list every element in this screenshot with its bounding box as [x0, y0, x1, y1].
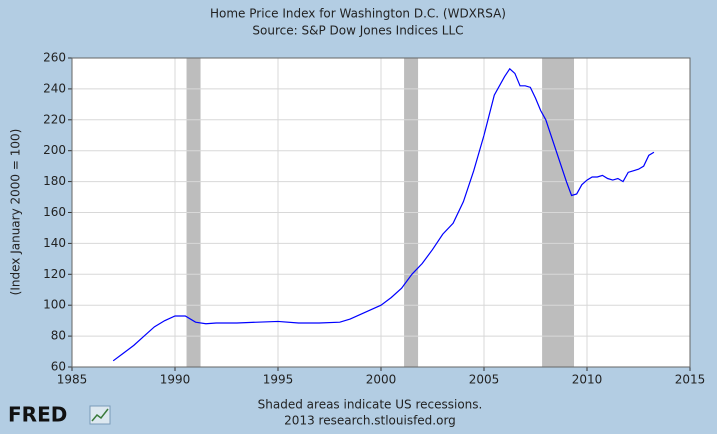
logo-icon-line	[91, 408, 109, 422]
y-axis-label: (Index January 2000 = 100)	[9, 129, 23, 296]
y-tick-label: 100	[43, 298, 66, 312]
chart-subtitle: Source: S&P Dow Jones Indices LLC	[252, 24, 463, 38]
y-tick-label: 200	[43, 143, 66, 157]
x-tick-label: 2005	[469, 373, 500, 387]
x-tick-label: 1995	[263, 373, 294, 387]
x-tick-label: 2000	[366, 373, 397, 387]
y-tick-label: 80	[51, 329, 66, 343]
data-line	[112, 67, 655, 362]
footnote: 2013 research.stlouisfed.org	[284, 414, 456, 428]
logo: FRED	[8, 403, 67, 427]
y-tick-label: 180	[43, 174, 66, 188]
footnote: Shaded areas indicate US recessions.	[258, 398, 483, 412]
x-tick-label: 2015	[675, 373, 706, 387]
logo-icon	[89, 405, 111, 425]
x-tick-label: 1985	[57, 373, 88, 387]
y-tick-label: 220	[43, 112, 66, 126]
x-tick-label: 1990	[160, 373, 191, 387]
x-tick-label: 2010	[572, 373, 603, 387]
y-tick-label: 60	[51, 360, 66, 374]
chart-title: Home Price Index for Washington D.C. (WD…	[210, 7, 506, 21]
y-tick-label: 240	[43, 81, 66, 95]
y-tick-label: 260	[43, 51, 66, 65]
plot-border	[71, 57, 691, 368]
y-tick-label: 140	[43, 236, 66, 250]
y-tick-label: 120	[43, 267, 66, 281]
y-tick-label: 160	[43, 205, 66, 219]
